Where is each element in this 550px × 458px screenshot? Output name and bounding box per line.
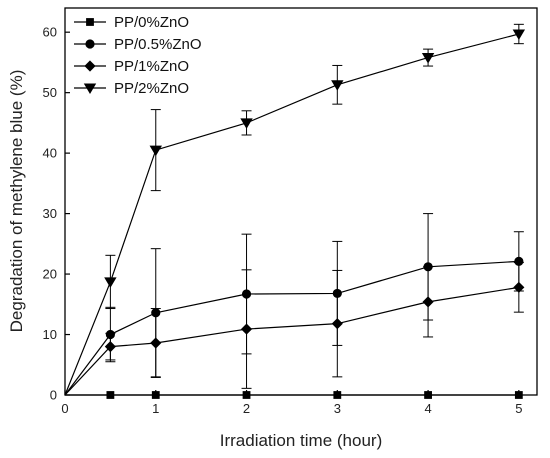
x-axis-title: Irradiation time (hour) — [220, 431, 383, 450]
legend-label: PP/2%ZnO — [114, 80, 189, 97]
data-point — [421, 53, 435, 64]
data-point — [240, 118, 253, 129]
data-point — [513, 281, 525, 293]
y-tick-label: 10 — [43, 327, 57, 342]
error-bars — [105, 23, 524, 389]
legend-marker — [86, 18, 94, 26]
y-tick-label: 50 — [43, 85, 57, 100]
x-tick-label: 4 — [424, 401, 431, 416]
data-point — [331, 80, 344, 91]
data-point — [514, 256, 524, 266]
legend-label: PP/1%ZnO — [114, 58, 189, 75]
data-point — [514, 391, 523, 399]
data-point — [104, 341, 116, 353]
data-point — [106, 391, 115, 399]
legend-label: PP/0.5%ZnO — [114, 36, 202, 53]
y-tick-label: 40 — [43, 146, 57, 161]
data-point — [105, 329, 115, 340]
data-point — [424, 391, 432, 399]
data-point — [151, 308, 161, 318]
data-point — [512, 29, 526, 41]
data-point — [332, 288, 342, 299]
series-line-2 — [64, 286, 519, 396]
data-point — [150, 337, 162, 349]
data-point — [331, 318, 343, 330]
x-tick-label: 0 — [61, 401, 68, 416]
data-point — [242, 391, 251, 399]
data-point — [422, 296, 434, 308]
series-markers — [104, 29, 526, 399]
y-tick-label: 30 — [43, 206, 57, 221]
data-point — [240, 323, 253, 335]
data-point — [423, 262, 433, 272]
y-tick-label: 0 — [50, 388, 57, 403]
data-point — [241, 289, 252, 299]
data-point — [151, 391, 160, 399]
legend: PP/0%ZnO PP/0.5%ZnO PP/1%ZnO PP/2%ZnO — [74, 14, 202, 97]
y-tick-label: 60 — [43, 25, 57, 40]
legend-marker — [83, 83, 97, 95]
data-point — [333, 391, 342, 399]
y-tick-label: 20 — [43, 267, 57, 282]
y-axis-title: Degradation of methylene blue (%) — [7, 70, 26, 333]
series-line-1 — [64, 260, 519, 396]
x-tick-label: 5 — [515, 401, 522, 416]
x-tick-label: 2 — [243, 401, 250, 416]
data-point — [149, 145, 162, 157]
x-tick-label: 1 — [152, 401, 159, 416]
legend-marker — [84, 60, 96, 72]
data-point — [104, 277, 117, 288]
legend-label: PP/0%ZnO — [114, 14, 189, 31]
legend-marker — [85, 39, 95, 49]
x-tick-label: 3 — [334, 401, 341, 416]
